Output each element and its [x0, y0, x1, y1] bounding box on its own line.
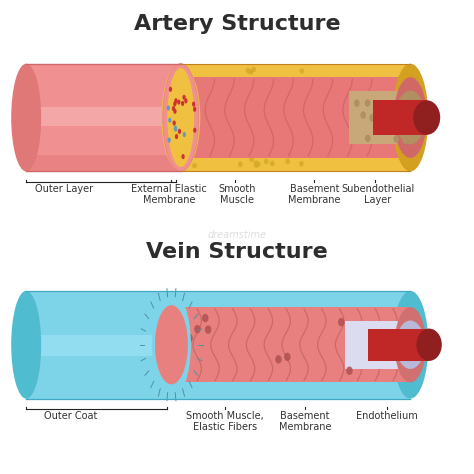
- Ellipse shape: [385, 114, 391, 122]
- Bar: [26, 335, 410, 356]
- Bar: [26, 64, 181, 172]
- Ellipse shape: [174, 98, 178, 103]
- Ellipse shape: [338, 318, 345, 327]
- Ellipse shape: [182, 95, 186, 100]
- Bar: [26, 155, 181, 172]
- Ellipse shape: [177, 100, 181, 105]
- Ellipse shape: [238, 162, 243, 167]
- Text: Vein Structure: Vein Structure: [146, 242, 328, 262]
- Ellipse shape: [395, 91, 425, 145]
- Ellipse shape: [285, 159, 290, 164]
- Ellipse shape: [152, 291, 191, 399]
- Text: Outer Coat: Outer Coat: [44, 411, 97, 421]
- Bar: [183, 77, 408, 158]
- Ellipse shape: [167, 137, 171, 143]
- Ellipse shape: [254, 162, 259, 168]
- Ellipse shape: [174, 127, 177, 132]
- Ellipse shape: [391, 102, 396, 110]
- Ellipse shape: [354, 100, 360, 107]
- Ellipse shape: [167, 105, 170, 110]
- Ellipse shape: [161, 64, 201, 172]
- Bar: [349, 91, 410, 145]
- Bar: [178, 64, 410, 172]
- Ellipse shape: [251, 66, 256, 72]
- Ellipse shape: [192, 101, 195, 107]
- Ellipse shape: [246, 68, 250, 73]
- Ellipse shape: [413, 100, 440, 135]
- Ellipse shape: [173, 101, 176, 107]
- Ellipse shape: [182, 132, 186, 137]
- Ellipse shape: [167, 68, 194, 167]
- Bar: [345, 320, 410, 369]
- Ellipse shape: [192, 163, 197, 168]
- Ellipse shape: [11, 64, 41, 172]
- Ellipse shape: [184, 98, 188, 103]
- Ellipse shape: [369, 114, 375, 121]
- Ellipse shape: [392, 291, 428, 399]
- Ellipse shape: [186, 334, 193, 342]
- Ellipse shape: [175, 134, 178, 139]
- Ellipse shape: [256, 162, 261, 167]
- Ellipse shape: [169, 87, 172, 92]
- Text: Outer Layer: Outer Layer: [35, 183, 93, 193]
- Ellipse shape: [360, 111, 366, 119]
- Ellipse shape: [205, 326, 211, 334]
- Ellipse shape: [11, 291, 41, 399]
- Bar: [26, 107, 181, 126]
- Ellipse shape: [249, 156, 254, 162]
- Ellipse shape: [346, 366, 353, 375]
- Bar: [26, 291, 410, 399]
- Ellipse shape: [168, 118, 172, 123]
- Text: Artery Structure: Artery Structure: [134, 15, 340, 35]
- Ellipse shape: [393, 135, 399, 143]
- Text: Basement
Membrane: Basement Membrane: [288, 183, 340, 205]
- Text: Basement
Membrane: Basement Membrane: [279, 411, 331, 432]
- Ellipse shape: [163, 64, 199, 172]
- Ellipse shape: [300, 68, 304, 74]
- Ellipse shape: [275, 355, 282, 364]
- Ellipse shape: [416, 328, 442, 361]
- Ellipse shape: [299, 161, 304, 166]
- Ellipse shape: [392, 111, 398, 118]
- Ellipse shape: [173, 120, 176, 126]
- Ellipse shape: [193, 128, 196, 133]
- Ellipse shape: [401, 113, 407, 120]
- Bar: [373, 100, 427, 135]
- Ellipse shape: [173, 109, 177, 114]
- Ellipse shape: [254, 160, 258, 166]
- Text: dreamstime: dreamstime: [208, 230, 266, 240]
- Ellipse shape: [193, 107, 196, 112]
- Ellipse shape: [248, 69, 253, 75]
- Ellipse shape: [194, 325, 201, 333]
- Ellipse shape: [182, 154, 185, 159]
- Text: Subendothelial
Layer: Subendothelial Layer: [341, 183, 414, 205]
- Bar: [368, 328, 429, 361]
- Bar: [174, 307, 408, 383]
- Ellipse shape: [181, 101, 184, 106]
- Ellipse shape: [155, 305, 188, 384]
- Text: External Elastic
Membrane: External Elastic Membrane: [131, 183, 207, 205]
- Bar: [354, 64, 410, 172]
- Ellipse shape: [394, 307, 426, 383]
- Text: Smooth
Muscle: Smooth Muscle: [218, 183, 256, 205]
- Ellipse shape: [174, 126, 177, 131]
- Ellipse shape: [394, 77, 427, 158]
- Ellipse shape: [264, 159, 269, 164]
- Ellipse shape: [392, 64, 428, 172]
- Ellipse shape: [399, 118, 405, 126]
- Ellipse shape: [178, 129, 181, 134]
- Text: Endothelium: Endothelium: [356, 411, 418, 421]
- Ellipse shape: [396, 320, 425, 369]
- Ellipse shape: [172, 106, 175, 111]
- Ellipse shape: [284, 353, 291, 361]
- Ellipse shape: [202, 314, 209, 322]
- Text: Smooth Muscle,
Elastic Fibers: Smooth Muscle, Elastic Fibers: [186, 411, 264, 432]
- Ellipse shape: [365, 135, 371, 142]
- Ellipse shape: [365, 100, 370, 107]
- Ellipse shape: [402, 137, 408, 144]
- Ellipse shape: [270, 161, 275, 166]
